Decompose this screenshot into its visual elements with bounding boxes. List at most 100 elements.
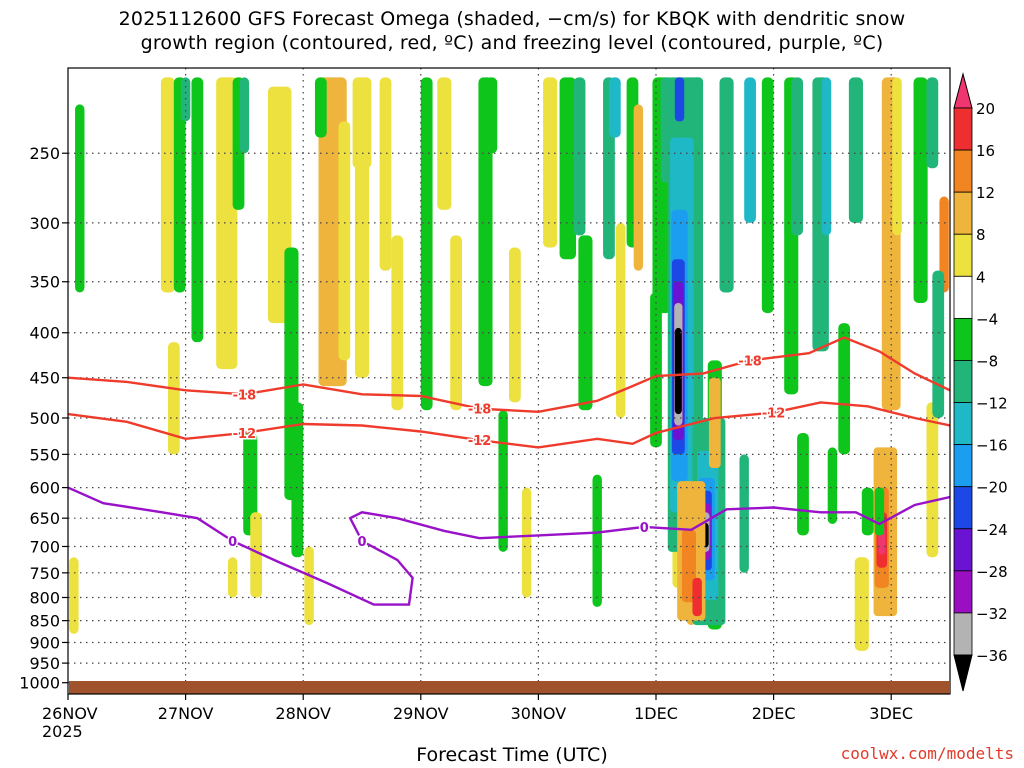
omega-shade: [167, 342, 180, 455]
omega-shade: [352, 77, 372, 169]
dgz-contour: [68, 401, 950, 449]
y-tick-label: 700: [29, 537, 60, 556]
credit-link[interactable]: coolwx.com/modelts: [840, 744, 1014, 763]
omega-shade: [227, 557, 238, 598]
colorbar-segment: [953, 612, 973, 656]
omega-shade: [391, 235, 404, 411]
contour-label: -18: [468, 403, 492, 418]
x-tick-label: 1DEC: [634, 704, 678, 723]
x-tick-label: 2DEC: [752, 704, 796, 723]
omega-shade: [314, 77, 327, 138]
colorbar-label: −4: [976, 310, 998, 328]
colorbar-segment: [953, 570, 973, 614]
omega-shade: [478, 77, 493, 387]
omega-shade: [674, 327, 682, 415]
omega-shade: [827, 447, 838, 525]
omega-shade: [791, 77, 803, 236]
omega-shade: [854, 557, 869, 651]
grid-lines: [68, 68, 950, 694]
omega-shade: [650, 292, 662, 448]
y-tick-label: 750: [29, 564, 60, 583]
omega-shade: [616, 222, 626, 418]
y-tick-label: 450: [29, 369, 60, 388]
colorbar-segment: [953, 528, 973, 572]
ground-surface: [69, 681, 949, 694]
y-tick-label: 350: [29, 273, 60, 292]
x-tick-label: 26NOV: [42, 704, 98, 723]
omega-shade: [250, 512, 263, 598]
y-tick-label: 250: [29, 144, 60, 163]
omega-shade: [744, 77, 756, 223]
omega-shade: [420, 77, 433, 411]
colorbar-label: −32: [976, 605, 1008, 623]
y-tick-label: 600: [29, 479, 60, 498]
omega-shade: [239, 77, 250, 154]
omega-shade: [450, 235, 462, 411]
omega-shade: [191, 77, 204, 343]
x-tick-label: 2025: [42, 722, 83, 741]
x-tick-label: 27NOV: [158, 704, 214, 723]
y-tick-label: 550: [29, 445, 60, 464]
omega-shade: [797, 432, 809, 536]
omega-shade: [379, 77, 392, 271]
y-tick-label: 950: [29, 654, 60, 673]
y-tick-label: 800: [29, 588, 60, 607]
omega-shade: [674, 77, 685, 122]
colorbar-label: −20: [976, 479, 1008, 497]
x-tick-label: 29NOV: [393, 704, 449, 723]
omega-shade: [338, 121, 351, 361]
contour-label: -12: [468, 434, 492, 449]
colorbar-label: 12: [976, 184, 995, 202]
x-tick-label: 28NOV: [275, 704, 331, 723]
contour-label: 0: [228, 535, 237, 550]
colorbar-segment: [953, 233, 973, 277]
omega-shade: [939, 196, 949, 293]
omega-shade: [861, 487, 874, 536]
omega-shade: [69, 557, 79, 634]
omega-shade: [932, 270, 945, 418]
omega-shade: [437, 77, 452, 210]
y-axis: 250 300 350 400 450 500 550 600 650 700 750 800 850 9…: [19, 144, 68, 693]
contour-label: -12: [233, 427, 257, 442]
omega-shade: [739, 454, 749, 573]
omega-shade: [874, 487, 885, 536]
omega-shade: [692, 577, 702, 617]
omega-shade: [926, 402, 939, 558]
omega-shade: [913, 77, 928, 303]
omega-shade: [633, 104, 644, 271]
omega-shade: [573, 77, 586, 236]
x-tick-label: 30NOV: [511, 704, 567, 723]
colorbar-label: 8: [976, 226, 986, 244]
temperature-contours: -18 -18 -18 -12 -12 -12 0 0 0: [68, 336, 950, 606]
contour-label: -18: [738, 354, 762, 369]
omega-shade: [578, 235, 593, 411]
colorbar-segment: [953, 654, 973, 692]
omega-shade: [216, 77, 238, 370]
omega-shade: [926, 77, 939, 169]
omega-shade: [761, 77, 774, 314]
omega-shade: [719, 77, 734, 293]
colorbar-segment: [953, 149, 973, 193]
colorbar-label: 20: [976, 100, 995, 118]
colorbar: 20 16 12 8 4 −4 −8 −12 −16 −20 −24 −28 −32 −36: [953, 72, 1008, 692]
y-tick-label: 400: [29, 324, 60, 343]
colorbar-label: −12: [976, 395, 1008, 413]
colorbar-label: 16: [976, 142, 995, 160]
omega-shade: [821, 77, 832, 236]
colorbar-segment: [953, 72, 973, 109]
omega-shade: [243, 432, 258, 536]
omega-shade: [173, 77, 186, 293]
omega-shading: [69, 77, 949, 651]
omega-shade: [608, 77, 621, 138]
y-tick-label: 850: [29, 612, 60, 631]
plot-frame: [67, 67, 951, 695]
x-axis-label: Forecast Time (UTC): [416, 744, 608, 766]
y-tick-label: 300: [29, 214, 60, 233]
freezing-level-contour: [68, 486, 950, 606]
y-tick-label: 500: [29, 409, 60, 428]
omega-shade: [304, 546, 314, 626]
contour-label: -18: [233, 388, 257, 403]
chart-title-line-2: growth region (contoured, red, ºC) and f…: [140, 32, 884, 54]
omega-shade: [291, 402, 304, 558]
